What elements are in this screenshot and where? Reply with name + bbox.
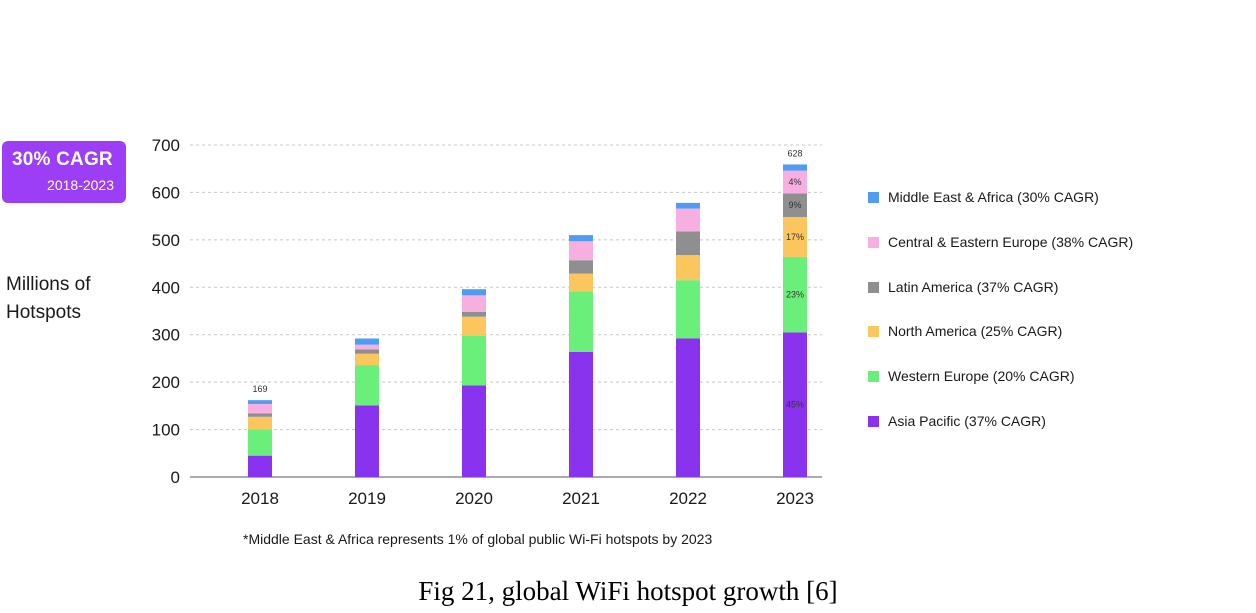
bar-segment-label: 9% (788, 200, 801, 210)
bar-total-label: 169 (252, 384, 267, 394)
legend-label: Middle East & Africa (30% CAGR) (888, 189, 1099, 205)
y-tick-label: 700 (152, 136, 180, 155)
y-axis-title: Millions of Hotspots (6, 271, 90, 327)
bar-segment-label: 17% (786, 232, 804, 242)
bar-segment (355, 365, 379, 406)
legend-label: Western Europe (20% CAGR) (888, 368, 1075, 384)
legend-swatch (868, 416, 879, 427)
bar-segment (569, 235, 593, 242)
bar-segment (783, 193, 807, 218)
bar-segment (783, 332, 807, 477)
legend-label: Asia Pacific (37% CAGR) (888, 413, 1046, 429)
bar-segment (355, 405, 379, 477)
bar-segment (783, 256, 807, 333)
bar-segment (462, 289, 486, 296)
x-tick-label: 2020 (455, 489, 493, 508)
bar-segment (355, 349, 379, 354)
bar-segment (462, 295, 486, 312)
bar-segment (569, 241, 593, 261)
y-tick-label: 400 (152, 278, 180, 297)
y-axis-title-line2: Hotspots (6, 302, 81, 323)
bar-segment (783, 217, 807, 257)
badge-subtitle: 2018-2023 (47, 177, 114, 193)
legend-label: Latin America (37% CAGR) (888, 279, 1059, 295)
badge-title: 30% CAGR (12, 149, 113, 170)
legend-label: Central & Eastern Europe (38% CAGR) (888, 234, 1134, 250)
legend-item: Middle East & Africa (30% CAGR) (866, 186, 1196, 210)
bar-segment-label: 23% (786, 290, 804, 300)
bar-segment (569, 273, 593, 292)
figure-caption: Fig 21, global WiFi hotspot growth [6] (418, 576, 838, 606)
bar-segment (248, 416, 272, 430)
bar-segment (462, 385, 486, 477)
y-tick-label: 0 (171, 468, 180, 487)
x-tick-label: 2019 (348, 489, 386, 508)
bar-segment (462, 335, 486, 386)
legend-item: Central & Eastern Europe (38% CAGR) (866, 231, 1196, 255)
bar-segment (676, 202, 700, 209)
legend-swatch (868, 282, 879, 293)
legend-swatch (868, 371, 879, 382)
bar-segment (676, 255, 700, 281)
x-tick-label: 2018 (241, 489, 279, 508)
legend-item: Western Europe (20% CAGR) (866, 365, 1196, 389)
bar-segment (248, 429, 272, 456)
y-axis-title-line1: Millions of (6, 274, 91, 295)
y-tick-label: 200 (152, 373, 180, 392)
legend-item: Latin America (37% CAGR) (866, 276, 1196, 300)
bar-segment (676, 280, 700, 339)
bar-segment-label: 4% (788, 177, 801, 187)
bar-total-label: 628 (787, 148, 802, 158)
x-tick-label: 2021 (562, 489, 600, 508)
y-tick-label: 500 (152, 231, 180, 250)
bar-segment (783, 170, 807, 194)
bar-segment (676, 231, 700, 256)
bar-segment (462, 316, 486, 336)
legend-item: Asia Pacific (37% CAGR) (866, 410, 1196, 434)
bar-segment (355, 338, 379, 345)
footnote: *Middle East & Africa represents 1% of g… (243, 531, 713, 547)
legend-swatch (868, 237, 879, 248)
legend-item: North America (25% CAGR) (866, 320, 1196, 344)
bar-segment (569, 260, 593, 274)
bar-segment-label: 45% (786, 400, 804, 410)
x-tick-label: 2023 (776, 489, 814, 508)
legend-swatch (868, 192, 879, 203)
bar-segment (569, 351, 593, 477)
legend-swatch (868, 326, 879, 337)
bar-segment (676, 338, 700, 477)
bar-segment (462, 311, 486, 317)
cagr-badge: 30% CAGR 2018-2023 (2, 141, 126, 203)
x-tick-label: 2022 (669, 489, 707, 508)
bar-segment (248, 455, 272, 477)
bar-segment (783, 164, 807, 171)
bar-segment (248, 400, 272, 404)
bar-segment (569, 291, 593, 352)
y-tick-label: 600 (152, 183, 180, 202)
bar-segment (248, 403, 272, 414)
y-tick-label: 300 (152, 326, 180, 345)
y-tick-label: 100 (152, 421, 180, 440)
bar-segment (248, 413, 272, 417)
bar-segment (676, 208, 700, 232)
bar-segment (355, 344, 379, 350)
legend-label: North America (25% CAGR) (888, 323, 1063, 339)
bar-segment (355, 353, 379, 366)
